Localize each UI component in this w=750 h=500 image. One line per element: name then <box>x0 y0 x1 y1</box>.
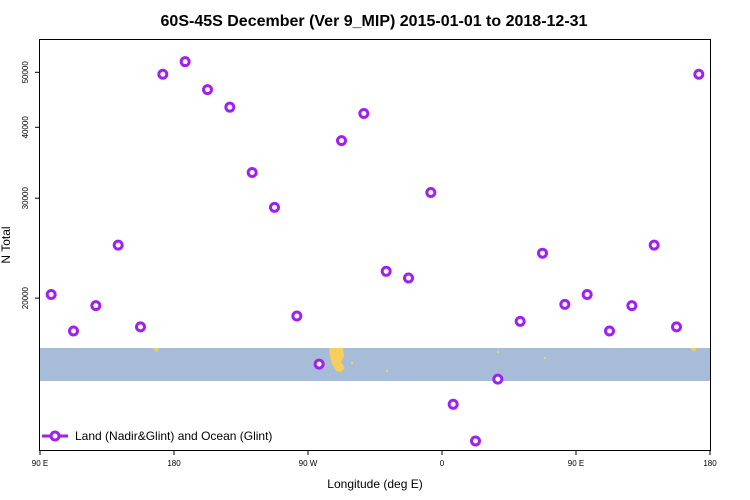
y-axis-label: N Total <box>0 226 13 263</box>
legend: Land (Nadir&Glint) and Ocean (Glint) <box>42 429 272 443</box>
land-speck <box>385 369 389 373</box>
land-speck <box>496 350 500 354</box>
x-tick-label: 180 <box>167 459 181 468</box>
legend-label: Land (Nadir&Glint) and Ocean (Glint) <box>75 429 272 443</box>
data-point <box>90 300 102 312</box>
x-axis: 90 E 180 90 W 0 90 E 180 <box>32 450 717 468</box>
x-tick-label: 180 <box>703 459 717 468</box>
y-tick-label: 50000 <box>21 61 30 84</box>
x-tick-label: 90 W <box>299 459 318 468</box>
data-point <box>693 68 705 80</box>
data-point <box>112 239 124 251</box>
data-point <box>671 321 682 333</box>
land-speck <box>543 356 547 360</box>
data-point <box>291 310 303 322</box>
data-point <box>336 135 347 147</box>
land-shape <box>153 348 159 352</box>
data-point <box>559 298 571 310</box>
data-point <box>224 101 236 113</box>
ocean-band <box>40 348 710 381</box>
data-point <box>358 108 370 120</box>
data-point <box>537 247 548 259</box>
data-point <box>380 265 392 277</box>
data-point <box>648 239 660 251</box>
data-point <box>157 68 169 80</box>
chart-title: 60S-45S December (Ver 9_MIP) 2015-01-01 … <box>161 13 588 30</box>
legend-marker-icon <box>49 430 61 442</box>
map-band <box>40 348 710 381</box>
x-axis-label: Longitude (deg E) <box>327 477 422 491</box>
data-point <box>135 321 146 333</box>
y-tick-label: 20000 <box>21 286 30 309</box>
data-point <box>403 272 414 284</box>
data-point <box>604 325 615 337</box>
data-point <box>581 288 593 300</box>
data-point <box>269 201 280 213</box>
data-point <box>514 315 526 327</box>
data-point <box>179 56 191 68</box>
data-point <box>68 325 79 337</box>
data-point <box>202 84 213 96</box>
data-point <box>45 288 57 300</box>
plot-area <box>39 39 711 451</box>
x-tick-label: 0 <box>440 459 445 468</box>
data-points <box>45 56 705 447</box>
data-point <box>626 300 638 312</box>
land-shape <box>690 348 697 352</box>
data-point <box>313 358 325 370</box>
data-point <box>492 373 504 385</box>
x-tick-label: 90 E <box>32 459 48 468</box>
y-tick-label: 40000 <box>21 116 30 139</box>
land-shape <box>329 348 345 372</box>
data-point <box>425 187 437 199</box>
data-point <box>447 398 459 410</box>
y-tick-label: 30000 <box>21 187 30 210</box>
x-tick-label: 90 E <box>568 459 584 468</box>
data-point <box>470 435 481 447</box>
y-axis: 20000 30000 40000 50000 <box>21 61 40 309</box>
data-point <box>246 166 258 178</box>
land-speck <box>350 361 354 365</box>
